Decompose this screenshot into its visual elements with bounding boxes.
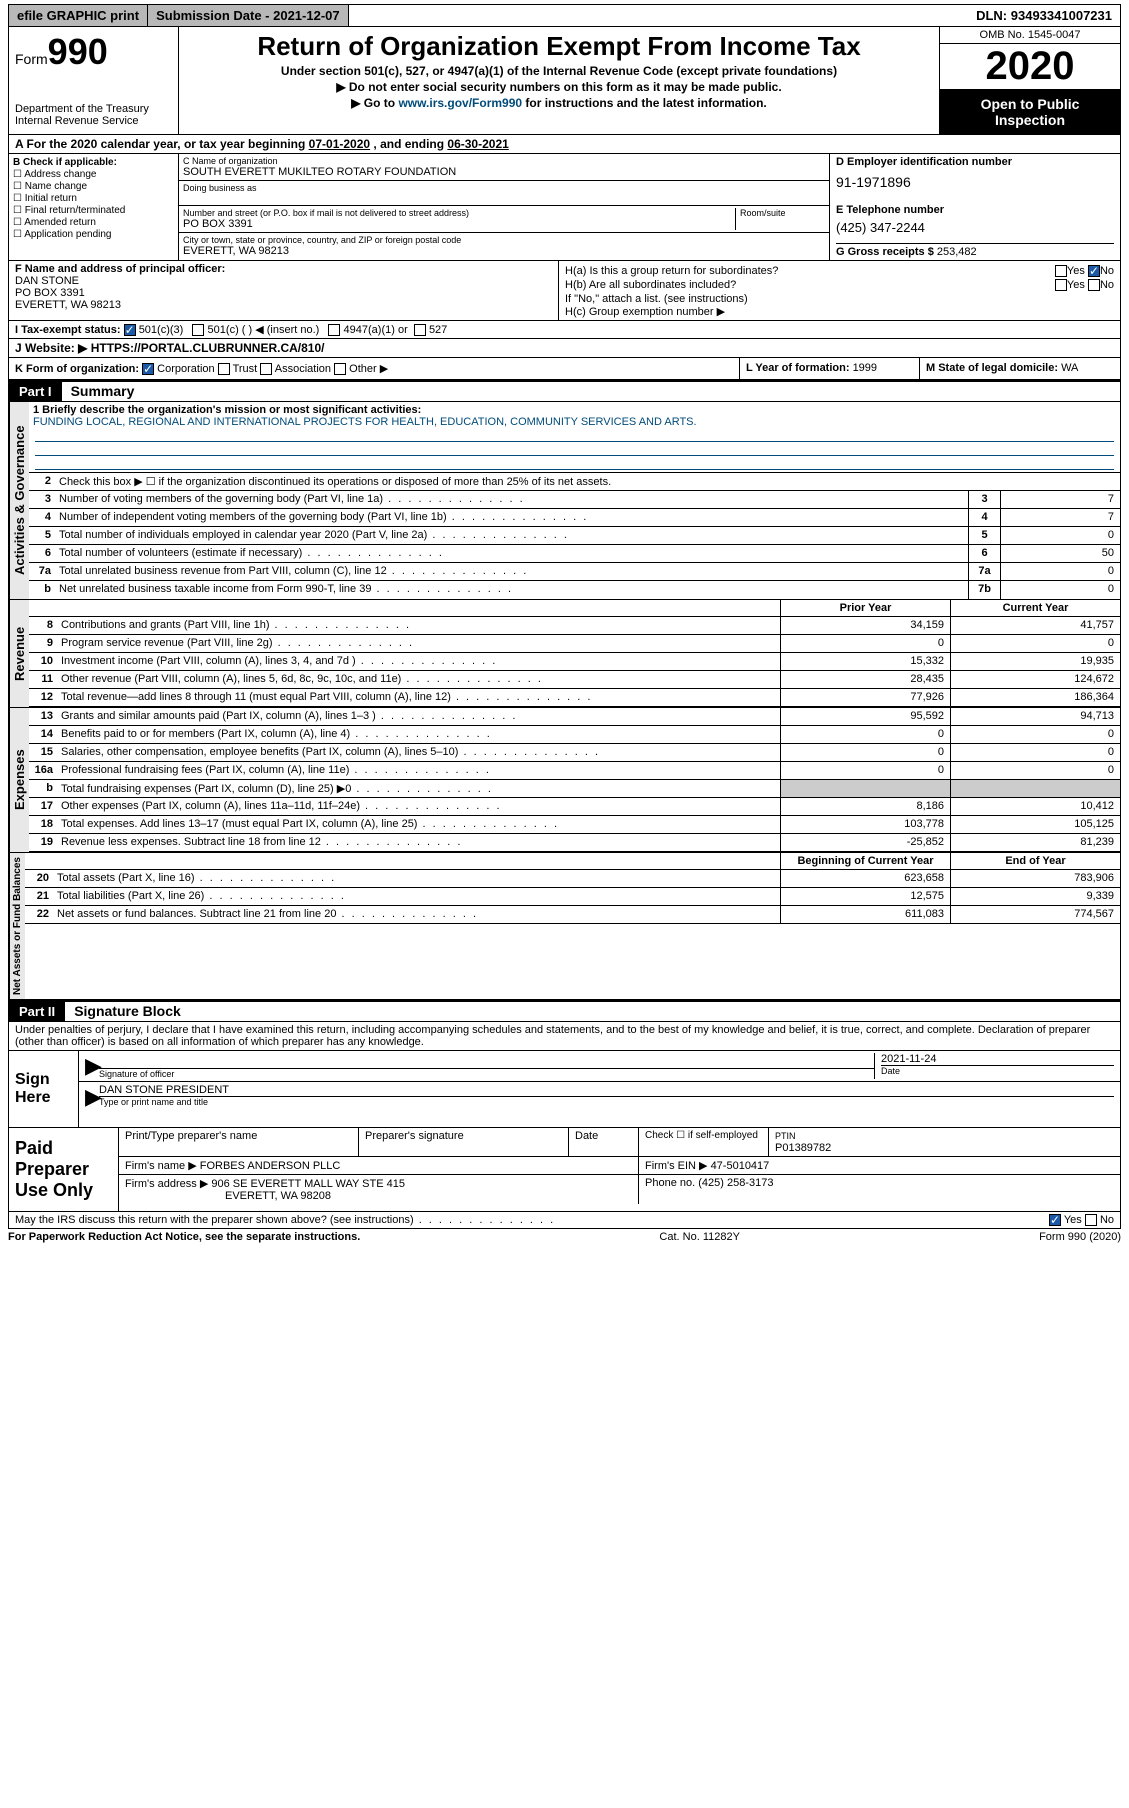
table-row: 14Benefits paid to or for members (Part … [29,726,1120,744]
ein: 91-1971896 [836,168,1114,200]
tax-period: A For the 2020 calendar year, or tax yea… [8,135,1121,154]
table-row: 4Number of independent voting members of… [29,509,1120,527]
form-number: Form990 [15,31,172,73]
open-inspection: Open to PublicInspection [940,90,1120,134]
block-b-c-d: B Check if applicable: ☐ Address change … [8,154,1121,261]
mission: FUNDING LOCAL, REGIONAL AND INTERNATIONA… [33,416,1116,428]
activities-governance: Activities & Governance 1 Briefly descri… [8,402,1121,600]
firm-name: FORBES ANDERSON PLLC [200,1160,341,1172]
table-row: 7aTotal unrelated business revenue from … [29,563,1120,581]
footer: For Paperwork Reduction Act Notice, see … [8,1229,1121,1245]
form-org-row: K Form of organization: Corporation Trus… [8,358,1121,380]
expenses-section: Expenses 13Grants and similar amounts pa… [8,708,1121,853]
table-row: 11Other revenue (Part VIII, column (A), … [29,671,1120,689]
penalty-text: Under penalties of perjury, I declare th… [8,1022,1121,1051]
net-assets-section: Net Assets or Fund Balances Beginning of… [8,853,1121,1000]
website: J Website: ▶ HTTPS://PORTAL.CLUBRUNNER.C… [8,339,1121,358]
form-title: Return of Organization Exempt From Incom… [185,31,933,62]
col-c: C Name of organization SOUTH EVERETT MUK… [179,154,830,260]
subtitle-2: ▶ Do not enter social security numbers o… [185,80,933,94]
subtitle-1: Under section 501(c), 527, or 4947(a)(1)… [185,64,933,78]
table-row: 6Total number of volunteers (estimate if… [29,545,1120,563]
table-row: 3Number of voting members of the governi… [29,491,1120,509]
table-row: 9Program service revenue (Part VIII, lin… [29,635,1120,653]
officer-name: DAN STONE [15,275,552,287]
part-ii-header: Part II Signature Block [8,1000,1121,1022]
org-name: SOUTH EVERETT MUKILTEO ROTARY FOUNDATION [183,166,825,178]
table-row: 22Net assets or fund balances. Subtract … [25,906,1120,924]
table-row: bTotal fundraising expenses (Part IX, co… [29,780,1120,798]
street: PO BOX 3391 [183,218,735,230]
table-row: 19Revenue less expenses. Subtract line 1… [29,834,1120,852]
table-row: 15Salaries, other compensation, employee… [29,744,1120,762]
tax-status: I Tax-exempt status: 501(c)(3) 501(c) ( … [8,321,1121,339]
telephone: (425) 347-2244 [836,216,1114,239]
city: EVERETT, WA 98213 [183,245,825,257]
block-f-h: F Name and address of principal officer:… [8,261,1121,321]
part-i-header: Part I Summary [8,380,1121,402]
table-row: 17Other expenses (Part IX, column (A), l… [29,798,1120,816]
table-row: 21Total liabilities (Part X, line 26)12,… [25,888,1120,906]
submission-date: Submission Date - 2021-12-07 [148,5,349,26]
paid-preparer: Paid Preparer Use Only Print/Type prepar… [8,1128,1121,1212]
table-row: 10Investment income (Part VIII, column (… [29,653,1120,671]
col-d-e-g: D Employer identification number 91-1971… [830,154,1120,260]
efile-label[interactable]: efile GRAPHIC print [9,5,148,26]
col-b: B Check if applicable: ☐ Address change … [9,154,179,260]
subtitle-3: ▶ Go to www.irs.gov/Form990 for instruct… [185,96,933,110]
revenue-section: Revenue Prior YearCurrent Year 8Contribu… [8,600,1121,708]
table-row: 13Grants and similar amounts paid (Part … [29,708,1120,726]
tax-year: 2020 [940,44,1120,90]
table-row: 16aProfessional fundraising fees (Part I… [29,762,1120,780]
table-row: 8Contributions and grants (Part VIII, li… [29,617,1120,635]
table-row: 20Total assets (Part X, line 16)623,6587… [25,870,1120,888]
table-row: 18Total expenses. Add lines 13–17 (must … [29,816,1120,834]
form-header: Form990 Department of the Treasury Inter… [8,27,1121,135]
omb-number: OMB No. 1545-0047 [940,27,1120,44]
table-row: 12Total revenue—add lines 8 through 11 (… [29,689,1120,707]
sign-here: Sign Here ▶ Signature of officer 2021-11… [8,1051,1121,1128]
dept-treasury: Department of the Treasury Internal Reve… [15,103,172,127]
table-row: 5Total number of individuals employed in… [29,527,1120,545]
gross-receipts: G Gross receipts $ 253,482 [836,243,1114,258]
discuss-row: May the IRS discuss this return with the… [8,1212,1121,1229]
irs-link[interactable]: www.irs.gov/Form990 [398,96,522,110]
top-bar: efile GRAPHIC print Submission Date - 20… [8,4,1121,27]
dln: DLN: 93493341007231 [968,5,1120,26]
table-row: bNet unrelated business taxable income f… [29,581,1120,599]
signer-name: DAN STONE PRESIDENT [99,1084,1114,1097]
